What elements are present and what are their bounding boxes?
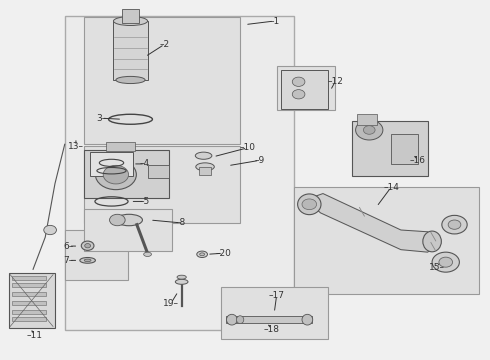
Text: –4: –4 — [140, 159, 150, 168]
Bar — [199, 167, 211, 175]
Ellipse shape — [80, 257, 96, 263]
Circle shape — [110, 214, 125, 226]
Text: –14: –14 — [383, 183, 399, 192]
Bar — [12, 301, 46, 305]
Ellipse shape — [200, 253, 204, 256]
Ellipse shape — [116, 76, 145, 84]
Circle shape — [103, 165, 128, 184]
Text: –17: –17 — [269, 291, 285, 300]
Text: –16: –16 — [410, 156, 426, 165]
Text: –8: –8 — [175, 219, 186, 228]
FancyBboxPatch shape — [84, 208, 172, 251]
Circle shape — [448, 220, 461, 229]
Bar — [114, 21, 147, 80]
Ellipse shape — [175, 279, 188, 284]
Bar — [84, 150, 170, 198]
Circle shape — [96, 159, 136, 190]
Ellipse shape — [196, 163, 214, 171]
Circle shape — [44, 225, 56, 235]
Text: –20: –20 — [215, 249, 231, 258]
Circle shape — [302, 199, 317, 210]
Text: –12: –12 — [327, 77, 343, 86]
Bar — [12, 292, 46, 296]
Text: 15–: 15– — [429, 263, 445, 272]
Ellipse shape — [81, 241, 94, 250]
Circle shape — [432, 252, 460, 272]
Text: –11: –11 — [26, 331, 43, 340]
FancyBboxPatch shape — [277, 66, 335, 111]
Bar — [9, 273, 55, 328]
Circle shape — [292, 90, 305, 99]
Text: 3–: 3– — [96, 114, 106, 123]
Ellipse shape — [226, 314, 237, 325]
Bar — [147, 165, 170, 178]
Text: –5: –5 — [140, 197, 150, 206]
Bar — [226, 316, 312, 323]
Bar — [90, 152, 133, 176]
FancyBboxPatch shape — [65, 230, 128, 280]
Circle shape — [356, 120, 383, 140]
FancyBboxPatch shape — [84, 18, 240, 144]
Text: –10: –10 — [240, 143, 255, 152]
Text: –2: –2 — [160, 40, 170, 49]
Bar — [12, 317, 46, 321]
Bar — [352, 121, 428, 176]
Ellipse shape — [237, 316, 244, 324]
Ellipse shape — [144, 252, 151, 256]
Text: –9: –9 — [254, 156, 265, 165]
Ellipse shape — [297, 194, 321, 215]
Bar — [357, 114, 376, 125]
Ellipse shape — [84, 259, 91, 262]
Bar — [12, 276, 46, 280]
Bar — [12, 310, 46, 314]
Circle shape — [442, 215, 467, 234]
Text: –1: –1 — [269, 17, 279, 26]
Text: 7–: 7– — [64, 256, 74, 265]
Text: –18: –18 — [264, 325, 280, 334]
FancyBboxPatch shape — [294, 187, 479, 294]
FancyBboxPatch shape — [84, 146, 240, 223]
Circle shape — [364, 126, 375, 134]
FancyBboxPatch shape — [65, 16, 294, 330]
Text: 6–: 6– — [64, 242, 74, 251]
FancyBboxPatch shape — [220, 287, 328, 339]
Circle shape — [292, 77, 305, 86]
Ellipse shape — [423, 231, 441, 252]
Circle shape — [439, 257, 453, 267]
Ellipse shape — [177, 275, 186, 279]
Polygon shape — [306, 194, 439, 252]
Ellipse shape — [196, 152, 212, 159]
Ellipse shape — [116, 214, 143, 226]
Ellipse shape — [197, 251, 207, 257]
Ellipse shape — [114, 17, 147, 26]
Bar — [391, 134, 418, 164]
Bar — [122, 9, 139, 23]
Ellipse shape — [85, 244, 91, 248]
Bar — [106, 143, 135, 152]
Text: 13–: 13– — [68, 141, 84, 150]
Ellipse shape — [302, 314, 313, 325]
Bar — [281, 70, 328, 109]
Text: 19–: 19– — [163, 299, 179, 308]
Bar — [12, 283, 46, 287]
